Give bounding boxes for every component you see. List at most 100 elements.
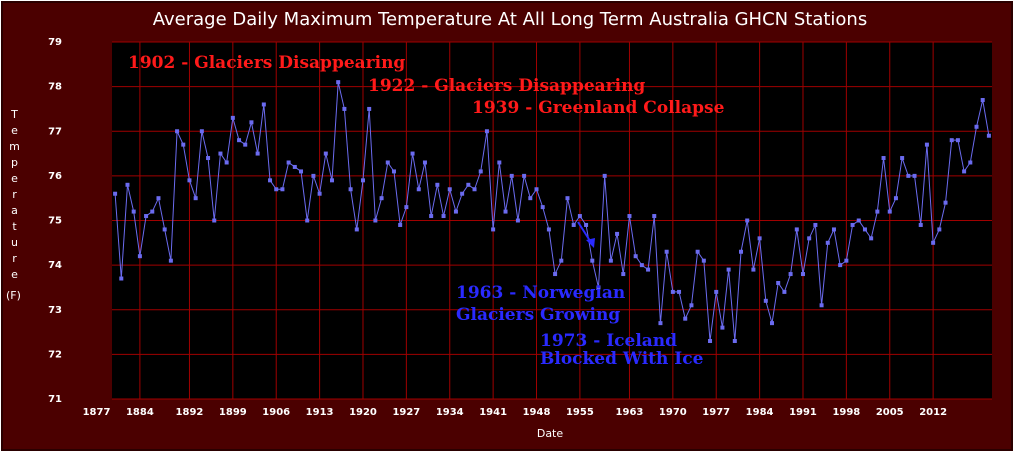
x-tick-label: 1913 xyxy=(306,407,334,418)
x-tick-label: 1977 xyxy=(702,407,730,418)
point xyxy=(813,222,818,227)
point xyxy=(503,209,508,214)
point xyxy=(416,187,421,192)
point xyxy=(590,258,595,263)
point xyxy=(689,303,694,308)
point xyxy=(739,249,744,254)
annotation: 1902 - Glaciers Disappearing xyxy=(128,53,405,73)
point xyxy=(113,191,118,196)
point xyxy=(199,129,204,134)
point xyxy=(621,272,626,277)
point xyxy=(491,227,496,232)
point xyxy=(708,338,713,343)
point xyxy=(255,151,260,156)
point xyxy=(763,298,768,303)
point xyxy=(249,120,254,125)
point xyxy=(280,187,285,192)
point xyxy=(924,142,929,147)
point xyxy=(336,80,341,85)
grid xyxy=(112,41,992,400)
point xyxy=(881,156,886,161)
x-tick-label: 1906 xyxy=(262,407,290,418)
point xyxy=(807,236,812,241)
point xyxy=(844,258,849,263)
point xyxy=(224,160,229,165)
point xyxy=(330,178,334,183)
point xyxy=(720,325,725,330)
point xyxy=(887,209,892,214)
point xyxy=(540,205,545,210)
point xyxy=(292,164,297,169)
point xyxy=(627,214,632,219)
point xyxy=(268,178,273,183)
y-tick-label: 75 xyxy=(48,216,62,227)
point xyxy=(602,173,607,178)
annotation: 1922 - Glaciers Disappearing xyxy=(368,76,645,96)
point xyxy=(943,200,948,205)
point xyxy=(714,289,719,294)
point xyxy=(658,321,663,326)
point xyxy=(937,227,942,232)
point xyxy=(460,191,465,196)
point xyxy=(683,316,688,321)
y-axis-label: Temperature xyxy=(8,108,21,284)
point xyxy=(670,289,675,294)
point xyxy=(168,258,173,263)
point xyxy=(367,106,372,111)
point xyxy=(299,169,304,174)
point xyxy=(398,222,403,227)
point xyxy=(577,214,582,219)
point xyxy=(856,218,861,223)
annotation: Glaciers Growing xyxy=(456,305,620,325)
point xyxy=(305,218,310,223)
point xyxy=(770,321,774,326)
x-tick-label: 1963 xyxy=(616,407,644,418)
point xyxy=(918,222,923,227)
point xyxy=(534,187,539,192)
point xyxy=(137,254,142,259)
annotations: 1902 - Glaciers Disappearing 1922 - Glaci… xyxy=(128,53,725,369)
point xyxy=(441,214,446,219)
annotation: 1939 - Greenland Collapse xyxy=(472,98,725,118)
point xyxy=(193,196,198,201)
series-line xyxy=(114,82,990,342)
point xyxy=(274,187,279,192)
point xyxy=(546,227,551,232)
point xyxy=(751,267,756,272)
point xyxy=(156,196,161,201)
y-tick-label: 78 xyxy=(48,82,62,93)
x-tick-label: 1899 xyxy=(219,407,247,418)
point xyxy=(150,209,155,214)
point xyxy=(893,196,898,201)
point xyxy=(726,267,731,272)
point xyxy=(311,173,316,178)
y-axis-unit: (F) xyxy=(6,289,21,302)
point xyxy=(732,338,737,343)
y-tick-label: 71 xyxy=(48,394,62,405)
point xyxy=(986,133,991,138)
point xyxy=(838,263,843,268)
point xyxy=(800,272,805,277)
point xyxy=(181,142,186,147)
x-tick-label: 1877 xyxy=(83,407,111,418)
annotation: Blocked With Ice xyxy=(540,349,704,369)
point xyxy=(162,227,167,232)
y-tick-label: 73 xyxy=(48,305,62,316)
point xyxy=(646,267,651,272)
point xyxy=(831,227,836,232)
x-tick-label: 1934 xyxy=(436,407,464,418)
point xyxy=(912,173,917,178)
point xyxy=(125,182,130,187)
point xyxy=(677,289,682,294)
point xyxy=(825,240,830,245)
x-tick-label: 2012 xyxy=(919,407,947,418)
annotation: 1973 - Iceland xyxy=(540,331,677,351)
point xyxy=(360,178,365,183)
x-tick-label: 1920 xyxy=(349,407,377,418)
point xyxy=(354,227,359,232)
point xyxy=(422,160,427,165)
point xyxy=(472,187,477,192)
point xyxy=(819,303,824,308)
